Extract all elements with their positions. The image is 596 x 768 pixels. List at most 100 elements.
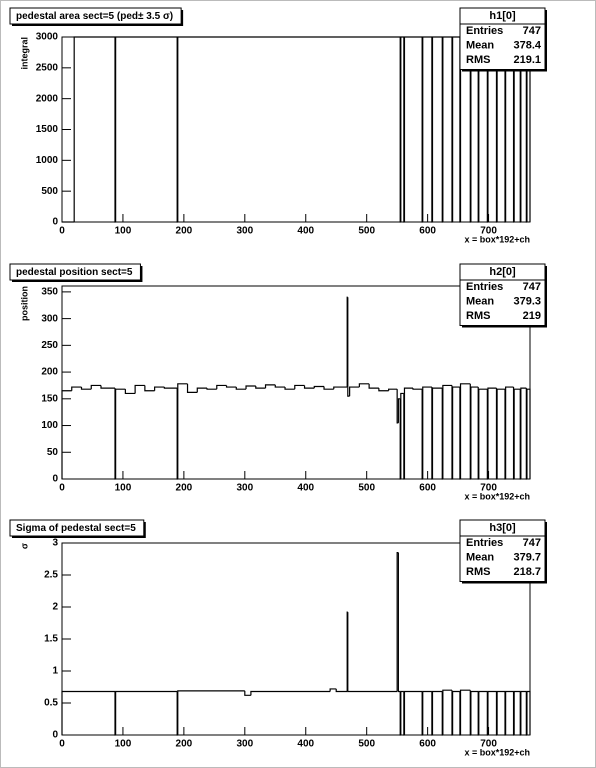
histogram-bin <box>459 689 471 735</box>
histogram-bin <box>470 690 479 735</box>
stats-value: 379.3 <box>513 296 541 308</box>
y-axis-label: position <box>19 286 29 321</box>
x-tick-label: 400 <box>297 226 314 237</box>
histogram-bin <box>496 388 506 479</box>
chart-title: Sigma of pedestal sect=5 <box>16 523 136 534</box>
histogram-bin <box>163 387 178 389</box>
title-box: pedestal area sect=5 (ped± 3.5 σ) <box>9 7 184 26</box>
histogram-bin <box>216 384 227 390</box>
y-tick-label: 1000 <box>36 155 59 166</box>
histogram-bin <box>478 690 488 735</box>
histogram-bin <box>478 388 488 479</box>
histogram-bin <box>505 386 514 479</box>
y-tick-label: 350 <box>41 287 58 298</box>
histogram-bin <box>400 392 404 479</box>
histogram-bin <box>422 386 432 479</box>
stats-value: 379.7 <box>513 552 541 564</box>
histogram-bin <box>335 688 348 693</box>
histogram-bin <box>520 690 527 735</box>
histogram-bin <box>244 690 251 696</box>
histogram-bin <box>442 384 452 479</box>
histogram-bin <box>496 690 506 735</box>
x-tick-label: 600 <box>419 226 436 237</box>
x-tick-label: 400 <box>297 739 314 750</box>
y-tick-label: 200 <box>41 367 58 378</box>
stats-value: 378.4 <box>513 40 541 52</box>
histogram-bin <box>235 387 247 390</box>
stats-title: h1[0] <box>489 10 516 22</box>
histogram-bin <box>347 612 398 693</box>
title-box: pedestal position sect=5 <box>9 263 143 282</box>
title-frame <box>9 7 182 25</box>
stats-value: 747 <box>523 537 541 549</box>
histogram-bin <box>403 690 423 735</box>
histogram-bin <box>100 385 116 389</box>
histogram-bin <box>73 36 116 222</box>
histogram-bin <box>403 387 413 479</box>
histogram-bin <box>505 690 514 735</box>
histogram-bin <box>513 388 521 479</box>
histogram-bin <box>303 385 315 389</box>
histogram-bin <box>520 387 527 479</box>
histogram-bin <box>115 690 178 735</box>
x-tick-label: 100 <box>115 483 132 494</box>
stats-value: 747 <box>523 25 541 37</box>
histogram-bin <box>186 383 198 393</box>
histogram-bin <box>115 36 178 222</box>
histogram-bin <box>347 297 350 397</box>
y-tick-label: 2 <box>52 602 58 613</box>
stats-label: Mean <box>466 296 494 308</box>
histogram-bin <box>459 383 471 479</box>
stats-value: 747 <box>523 281 541 293</box>
y-tick-label: 50 <box>47 447 59 458</box>
histogram-bin <box>250 690 331 696</box>
x-tick-label: 700 <box>480 483 497 494</box>
y-tick-label: 0 <box>52 217 58 228</box>
stats-box: h3[0] Entries 747 Mean 379.7 RMS 218.7 <box>459 519 547 584</box>
chart-title: pedestal position sect=5 <box>16 267 133 278</box>
histogram-bin <box>388 388 398 391</box>
x-tick-label: 200 <box>176 483 193 494</box>
y-tick-label: 100 <box>41 420 58 431</box>
y-tick-label: 1500 <box>36 124 59 135</box>
histogram-bin <box>431 690 443 735</box>
x-axis-label: x = box*192+ch <box>464 491 530 501</box>
x-tick-label: 200 <box>176 226 193 237</box>
histogram-bin <box>115 388 126 479</box>
histogram-bin <box>264 384 276 389</box>
y-tick-label: 0.5 <box>44 698 58 709</box>
stats-label: RMS <box>466 310 490 322</box>
histogram-bin <box>422 36 432 222</box>
histogram-bin <box>452 386 460 479</box>
x-tick-label: 600 <box>419 739 436 750</box>
histogram-bin <box>329 688 337 692</box>
x-axis-label: x = box*192+ch <box>464 747 530 757</box>
histogram-bin <box>397 398 401 423</box>
histogram-bin <box>403 36 423 222</box>
y-tick-label: 300 <box>41 313 58 324</box>
x-tick-label: 0 <box>59 483 65 494</box>
histogram-bin <box>452 36 460 222</box>
histogram-bin <box>294 384 305 390</box>
stats-label: Entries <box>466 25 503 37</box>
histogram-bin <box>368 383 379 389</box>
stats-value: 218.7 <box>513 566 541 578</box>
stats-label: Mean <box>466 40 494 52</box>
histogram-bin <box>442 689 452 735</box>
histogram-bin <box>470 386 479 479</box>
histogram-bin <box>349 386 360 397</box>
histogram-bin <box>255 385 266 389</box>
histogram-bin <box>346 296 348 388</box>
histogram-bin <box>274 384 286 388</box>
x-tick-label: 200 <box>176 739 193 750</box>
stats-label: Entries <box>466 537 503 549</box>
histogram-bin <box>431 387 443 479</box>
title-frame <box>9 263 141 281</box>
x-tick-label: 300 <box>236 226 253 237</box>
stats-label: RMS <box>466 54 490 66</box>
y-tick-label: 0 <box>52 474 58 485</box>
histogram-bin <box>487 690 497 735</box>
y-tick-label: 3000 <box>36 32 59 43</box>
stats-label: Mean <box>466 552 494 564</box>
histogram-bin <box>400 690 404 735</box>
